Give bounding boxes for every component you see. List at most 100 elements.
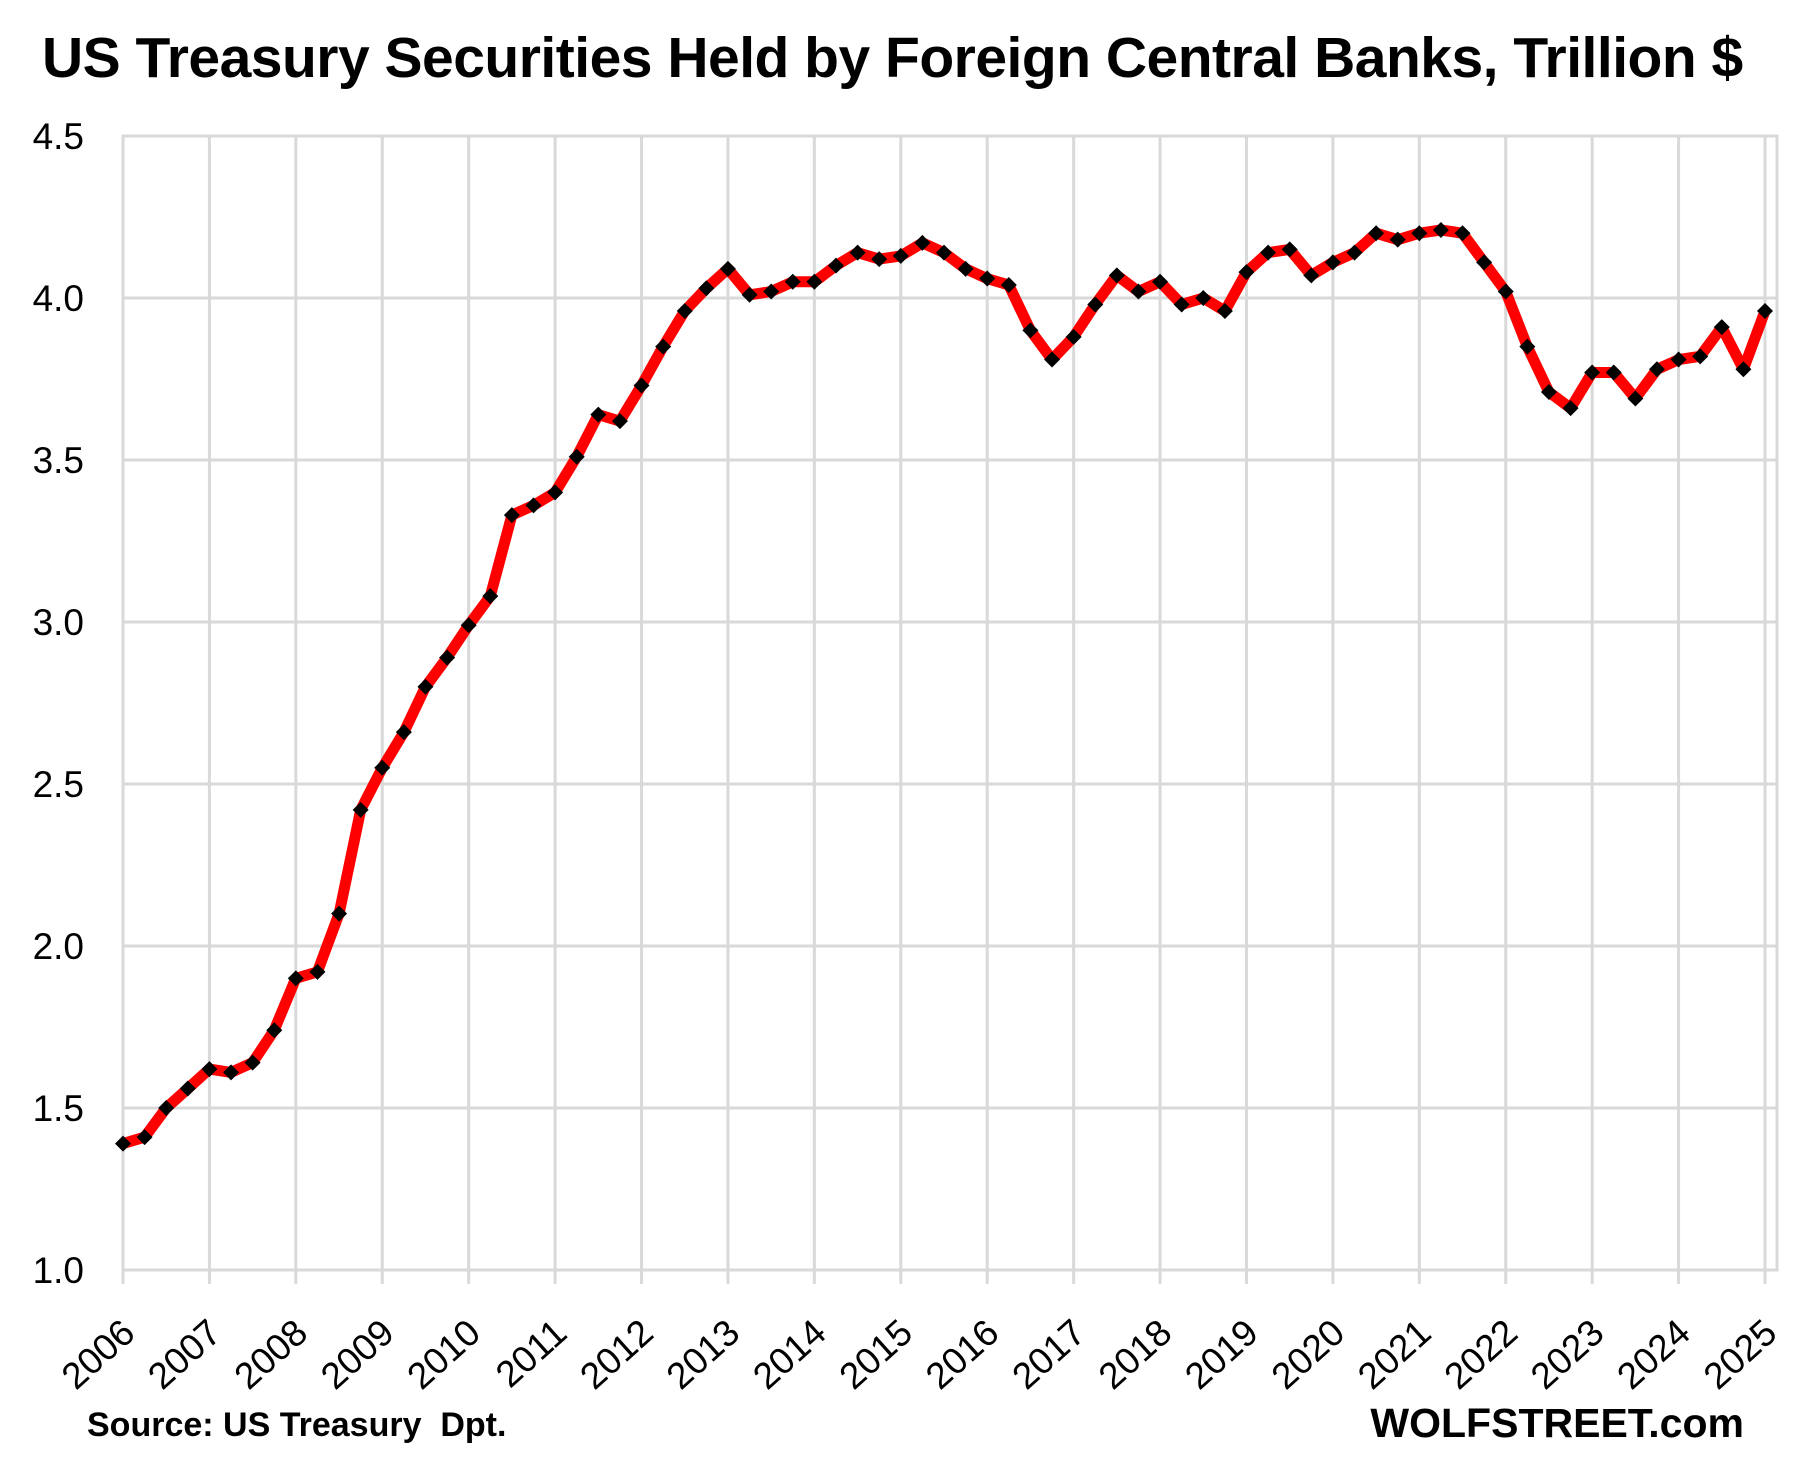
- data-point-marker: [1000, 277, 1017, 294]
- data-point-marker: [1757, 302, 1773, 319]
- data-point-marker: [806, 273, 823, 290]
- data-point-marker: [266, 1022, 283, 1039]
- x-axis-label: 2006: [54, 1311, 143, 1397]
- data-point-marker: [719, 260, 736, 277]
- data-point-marker: [676, 302, 693, 319]
- data-point-marker: [1411, 225, 1428, 242]
- data-point-marker: [1173, 296, 1190, 313]
- data-point-marker: [1152, 273, 1169, 290]
- y-axis-label: 1.5: [33, 1088, 84, 1129]
- x-axis-label: 2014: [745, 1311, 834, 1397]
- data-point-marker: [633, 377, 650, 394]
- data-point-marker: [1130, 283, 1147, 300]
- data-point-marker: [698, 280, 715, 297]
- data-point-marker: [287, 970, 304, 987]
- data-point-marker: [849, 244, 866, 261]
- data-point-marker: [741, 286, 758, 303]
- data-point-marker: [309, 963, 326, 980]
- y-axis-label: 4.5: [33, 116, 84, 157]
- y-axis-label: 3.0: [33, 602, 84, 643]
- data-point-marker: [1303, 267, 1320, 284]
- data-point-marker: [1108, 267, 1125, 284]
- data-point-marker: [417, 678, 434, 695]
- x-axis-label: 2013: [659, 1311, 748, 1397]
- data-point-marker: [395, 724, 412, 741]
- data-point-marker: [871, 251, 888, 268]
- chart-title: US Treasury Securities Held by Foreign C…: [42, 26, 1743, 90]
- data-point-marker: [503, 507, 520, 524]
- x-axis-label: 2017: [1004, 1311, 1093, 1397]
- series-markers: [115, 221, 1773, 1152]
- x-axis-label: 2009: [313, 1311, 402, 1397]
- y-axis-label: 2.0: [33, 926, 84, 967]
- data-point-marker: [590, 406, 607, 423]
- data-point-marker: [1216, 302, 1233, 319]
- watermark-wolfstreet: WOLFSTREET.com: [1370, 1400, 1744, 1446]
- data-point-marker: [331, 905, 348, 922]
- data-point-marker: [1605, 364, 1622, 381]
- gridlines: [121, 134, 1777, 1284]
- x-axis-label: 2020: [1264, 1311, 1353, 1397]
- data-point-marker: [547, 484, 564, 501]
- x-axis-label: 2007: [140, 1311, 229, 1397]
- data-point-marker: [1519, 338, 1536, 355]
- data-point-marker: [1540, 383, 1557, 400]
- x-axis-label: 2010: [399, 1311, 488, 1397]
- data-point-marker: [1195, 290, 1212, 306]
- data-point-marker: [1735, 361, 1752, 378]
- data-point-marker: [1648, 361, 1665, 378]
- data-point-marker: [460, 617, 477, 634]
- data-point-marker: [136, 1129, 153, 1146]
- data-point-marker: [482, 588, 499, 605]
- data-point-marker: [244, 1054, 261, 1071]
- x-axis-label: 2015: [832, 1311, 921, 1397]
- data-point-marker: [158, 1100, 175, 1116]
- data-point-marker: [439, 649, 456, 666]
- data-point-marker: [374, 759, 391, 776]
- data-point-marker: [1324, 254, 1341, 271]
- data-point-marker: [1281, 241, 1298, 258]
- data-point-marker: [914, 234, 931, 251]
- data-point-marker: [1476, 254, 1493, 271]
- plot-border: [121, 134, 1779, 1272]
- data-point-marker: [223, 1064, 240, 1081]
- data-point-marker: [611, 413, 628, 430]
- data-point-marker: [957, 260, 974, 277]
- y-axis-label: 4.0: [33, 278, 84, 319]
- x-axis-label: 2022: [1436, 1311, 1525, 1397]
- x-axis-label: 2019: [1177, 1311, 1266, 1397]
- data-point-marker: [525, 497, 542, 514]
- data-point-marker: [784, 273, 801, 290]
- x-axis-label: 2018: [1091, 1311, 1180, 1397]
- y-axis-label: 2.5: [33, 764, 84, 805]
- data-point-marker: [1692, 348, 1709, 365]
- data-point-marker: [1584, 364, 1601, 381]
- data-point-marker: [1087, 296, 1104, 313]
- data-point-marker: [1346, 244, 1363, 261]
- y-axis-label: 1.0: [33, 1250, 84, 1291]
- data-point-marker: [201, 1061, 218, 1078]
- data-point-marker: [1454, 225, 1471, 242]
- data-point-marker: [763, 283, 780, 300]
- x-axis-label: 2024: [1609, 1311, 1698, 1397]
- data-point-marker: [655, 338, 672, 355]
- data-point-marker: [568, 448, 585, 465]
- x-axis-label: 2025: [1696, 1311, 1785, 1397]
- source-note: Source: US Treasury Dpt.: [87, 1406, 507, 1444]
- x-axis-label: 2016: [918, 1311, 1007, 1397]
- data-point-marker: [1627, 390, 1644, 407]
- data-point-marker: [179, 1080, 196, 1097]
- data-point-marker: [1389, 231, 1406, 248]
- data-point-marker: [1065, 328, 1082, 345]
- y-axis-label: 3.5: [33, 440, 84, 481]
- data-point-marker: [352, 801, 369, 818]
- data-point-marker: [1238, 264, 1255, 281]
- data-point-marker: [1368, 225, 1385, 242]
- x-axis-label: 2021: [1350, 1311, 1439, 1397]
- data-point-marker: [979, 270, 996, 287]
- x-axis-label: 2008: [227, 1311, 316, 1397]
- data-point-marker: [1044, 351, 1061, 368]
